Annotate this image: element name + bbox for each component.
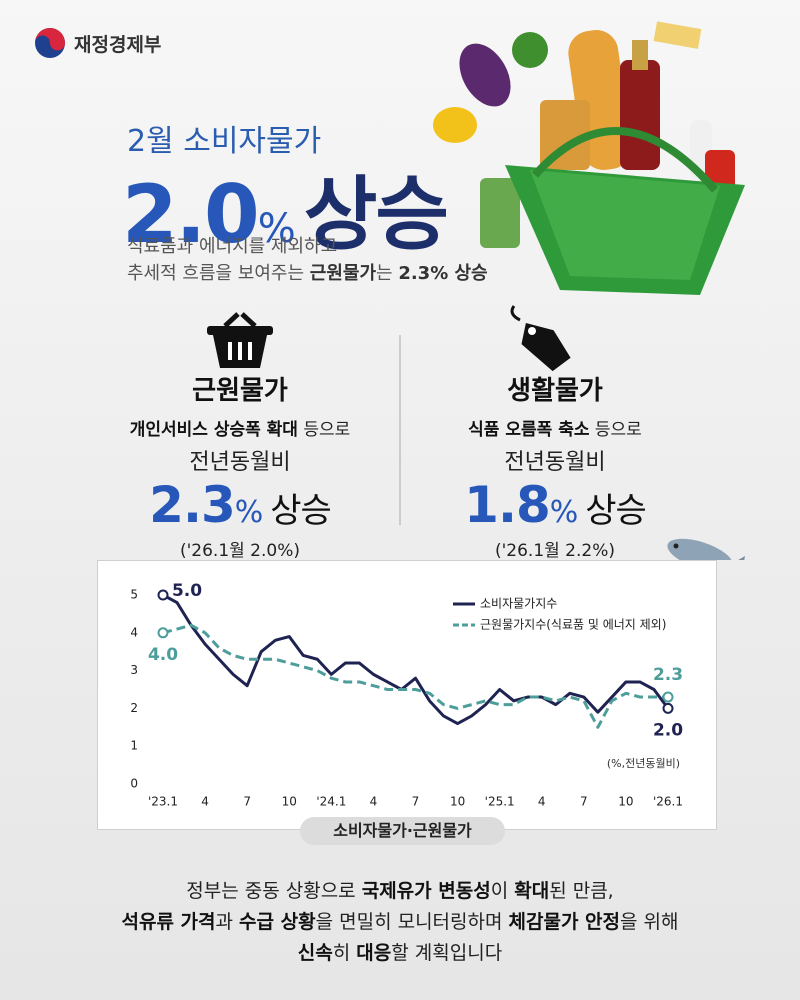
text-segment: 할 계획입니다 [391, 942, 503, 964]
basket-icon [207, 312, 273, 368]
chart-box: 0 1 2 3 4 5 '23.1 4 7 10 '24.1 4 7 10 '25.1 4 7 10 '26.1 (%… [97, 560, 717, 830]
text-segment: 는 [376, 263, 399, 284]
panel-figure: 1.8% 상승 [395, 476, 715, 534]
point-marker [157, 627, 169, 639]
text-segment: 과 [215, 911, 240, 933]
text-segment: 대응 [356, 942, 392, 964]
description-line: 추세적 흐름을 보여주는 근원물가는 2.3% 상승 [127, 260, 488, 287]
y-tick-label: 4 [130, 625, 138, 639]
panel-value: 2.3 [149, 476, 236, 534]
text-segment: 등으로 [589, 420, 642, 440]
headline-value: 2.0 [122, 168, 260, 261]
panel-figure: 2.3% 상승 [80, 476, 400, 534]
panel-unit: % [234, 495, 263, 530]
footer-line: 정부는 중동 상황으로 국제유가 변동성이 확대된 만큼, [0, 876, 800, 907]
text-segment: 석유류 가격 [121, 911, 216, 933]
x-tick-label: 4 [201, 795, 209, 809]
data-label: 2.3 [653, 665, 683, 685]
y-tick-label: 1 [130, 739, 138, 753]
text-segment: 이 [490, 880, 515, 902]
basket-illustration [433, 21, 745, 295]
text-segment: 식료품과 에너지를 제외하고 [127, 236, 338, 257]
x-tick-label: 7 [412, 795, 420, 809]
panel-reason: 개인서비스 상승폭 확대 등으로 [80, 415, 400, 440]
x-tick-label: 7 [243, 795, 251, 809]
description-line: 식료품과 에너지를 제외하고 [127, 233, 488, 260]
panel-word: 상승 [585, 491, 647, 531]
text-segment: 된 만큼, [549, 880, 614, 902]
headline-word: 상승 [303, 168, 449, 261]
x-tick-label: '25.1 [485, 795, 515, 809]
text-segment: 근원물가 [309, 263, 377, 284]
text-segment: 2.3% 상승 [398, 263, 488, 284]
text-segment: 확대 [514, 880, 550, 902]
text-segment: 등으로 [297, 420, 351, 440]
panel-title: 근원물가 [192, 376, 288, 406]
legend-label: 소비자물가지수 [480, 597, 557, 611]
footer-line: 신속히 대응할 계획입니다 [0, 938, 800, 969]
x-tick-label: 4 [538, 795, 546, 809]
text-segment: 을 면밀히 모니터링하며 [315, 911, 509, 933]
chart: 0 1 2 3 4 5 '23.1 4 7 10 '24.1 4 7 10 '25.1 4 7 10 '26.1 (%… [130, 581, 683, 809]
headline-unit: % [257, 206, 296, 252]
y-tick-label: 2 [130, 701, 138, 715]
point-marker [157, 589, 169, 601]
panel-basis: 전년동월비 [189, 450, 291, 475]
panel-word: 상승 [270, 491, 332, 531]
x-tick-label: '24.1 [316, 795, 346, 809]
x-tick-label: 10 [618, 795, 633, 809]
x-tick-label: '26.1 [653, 795, 683, 809]
text-segment: 식품 오름폭 축소 [468, 420, 590, 440]
x-tick-label: 7 [580, 795, 588, 809]
x-tick-label: 4 [370, 795, 378, 809]
panel-reason: 식품 오름폭 축소 등으로 [395, 415, 715, 440]
text-segment: 신속 [297, 942, 333, 964]
text-segment: 을 위해 [620, 911, 679, 933]
logo-text: 재정경제부 [74, 34, 162, 56]
text-segment: 추세적 흐름을 보여주는 [127, 263, 310, 284]
x-tick-label: 10 [282, 795, 297, 809]
subtitle: 2월 소비자물가 [127, 124, 322, 159]
logo-emblem-red [35, 28, 65, 51]
tag-icon [510, 305, 571, 372]
text-segment: 수급 상황 [239, 911, 316, 933]
panel-note: ('26.1월 2.2%) [494, 541, 616, 561]
panel-value: 1.8 [464, 476, 551, 534]
point-marker [662, 691, 674, 703]
y-tick-label: 5 [130, 588, 138, 602]
text-segment: 히 [332, 942, 357, 964]
text-segment: 개인서비스 상승폭 확대 [129, 420, 298, 440]
unit-note: (%,전년동월비) [607, 757, 680, 770]
chart-caption: 소비자물가·근원물가 [300, 817, 505, 845]
panel-basis: 전년동월비 [504, 450, 606, 475]
legend-label: 근원물가지수(식료품 및 에너지 제외) [480, 618, 666, 632]
text-segment: 체감물가 안정 [508, 911, 621, 933]
footer-line: 석유류 가격과 수급 상황을 면밀히 모니터링하며 체감물가 안정을 위해 [0, 907, 800, 938]
panel-unit: % [549, 495, 578, 530]
y-tick-label: 3 [130, 663, 138, 677]
fish-illustration [667, 538, 745, 560]
text-segment: 국제유가 변동성 [361, 880, 491, 902]
panel-title: 생활물가 [507, 376, 603, 406]
decoration [35, 21, 745, 560]
x-tick-label: '23.1 [148, 795, 178, 809]
data-label: 2.0 [653, 720, 683, 740]
data-label: 5.0 [172, 581, 202, 601]
footer: 정부는 중동 상황으로 국제유가 변동성이 확대된 만큼, 석유류 가격과 수급 … [0, 876, 800, 969]
data-label: 4.0 [148, 645, 178, 665]
point-marker [662, 702, 674, 714]
headline: 2.0% 상승 [122, 150, 449, 266]
x-tick-label: 10 [450, 795, 465, 809]
text-segment: 정부는 중동 상황으로 [186, 880, 362, 902]
panel-note: ('26.1월 2.0%) [179, 541, 301, 561]
series-line [162, 623, 668, 729]
series-line [162, 593, 670, 726]
y-tick-label: 0 [130, 777, 138, 791]
